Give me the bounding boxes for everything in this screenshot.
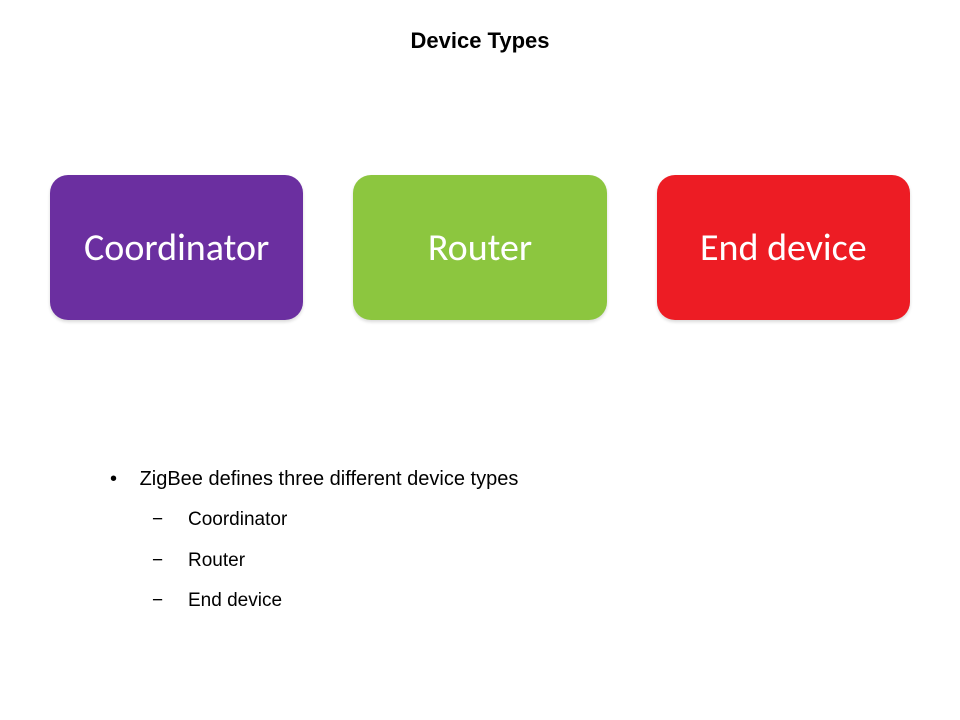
card-coordinator: Coordinator — [50, 175, 303, 320]
card-end-device: End device — [657, 175, 910, 320]
bullet-main: ZigBee defines three different device ty… — [110, 465, 518, 615]
bullet-main-text: ZigBee defines three different device ty… — [140, 468, 519, 490]
device-cards-row: Coordinator Router End device — [50, 175, 910, 320]
bullet-sub: Router — [110, 548, 518, 575]
bullet-sub-text: End device — [188, 590, 282, 611]
bullet-sub: End device — [110, 588, 518, 615]
bullet-sub-text: Coordinator — [188, 509, 287, 530]
page-title: Device Types — [0, 0, 960, 54]
bullet-sub: Coordinator — [110, 507, 518, 534]
card-router: Router — [353, 175, 606, 320]
bullet-list: ZigBee defines three different device ty… — [110, 465, 518, 629]
bullet-sub-text: Router — [188, 550, 245, 571]
